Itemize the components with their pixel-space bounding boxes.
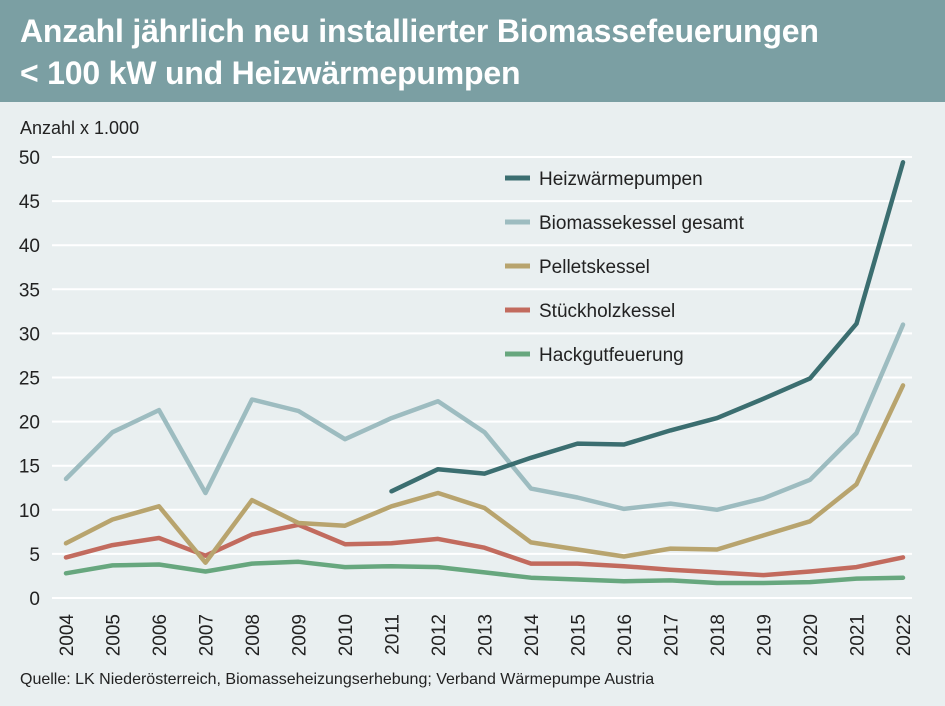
series-line-1 (63, 322, 906, 513)
y-tick-label: 50 (19, 148, 40, 169)
x-tick-label: 2013 (476, 614, 497, 656)
x-tick-label: 2010 (336, 614, 357, 656)
y-tick-label: 10 (19, 501, 40, 522)
y-tick-label: 30 (19, 324, 40, 345)
legend-label: Heizwärmepumpen (539, 169, 703, 190)
y-tick-label: 5 (29, 545, 40, 566)
y-axis-ticks: 0 5 10 15 20 25 30 35 40 45 50 (19, 148, 40, 610)
x-tick-label: 2006 (150, 614, 171, 656)
x-tick-label: 2009 (290, 614, 311, 656)
y-tick-label: 35 (19, 280, 40, 301)
y-tick-label: 15 (19, 457, 40, 478)
source-note: Quelle: LK Niederösterreich, Biomassehei… (20, 671, 655, 688)
x-tick-label: 2018 (708, 614, 729, 656)
x-tick-label: 2020 (801, 614, 822, 656)
x-tick-label: 2004 (57, 614, 78, 657)
x-tick-label: 2015 (569, 614, 590, 656)
legend-label: Hackgutfeuerung (539, 345, 684, 366)
x-tick-label: 2014 (522, 614, 543, 657)
legend-label: Biomassekessel gesamt (539, 213, 745, 234)
y-tick-label: 25 (19, 369, 40, 390)
x-tick-label: 2012 (429, 614, 450, 656)
series-line-0 (389, 160, 906, 494)
y-tick-label: 0 (29, 589, 40, 610)
series-lines (63, 160, 906, 586)
legend-label: Stückholzkessel (539, 301, 675, 322)
y-tick-label: 20 (19, 413, 40, 434)
legend-label: Pelletskessel (539, 257, 650, 278)
x-tick-label: 2007 (197, 614, 218, 656)
x-tick-label: 2011 (383, 614, 404, 655)
chart-title-line-1: Anzahl jährlich neu installierter Biomas… (20, 13, 819, 49)
x-tick-label: 2019 (755, 614, 776, 656)
legend: Heizwärmepumpen Biomassekessel gesamt Pell… (505, 169, 745, 366)
chart-title-line-2: < 100 kW und Heizwärmepumpen (20, 55, 521, 91)
x-tick-label: 2017 (662, 614, 683, 656)
x-tick-label: 2005 (104, 614, 125, 656)
x-tick-label: 2022 (894, 614, 915, 656)
series-line-2 (63, 383, 906, 565)
y-tick-label: 45 (19, 192, 40, 213)
x-tick-label: 2008 (243, 614, 264, 656)
x-tick-label: 2016 (615, 614, 636, 656)
chart-header: Anzahl jährlich neu installierter Biomas… (0, 0, 945, 102)
series-line-3 (63, 522, 906, 578)
x-tick-label: 2021 (848, 614, 869, 656)
x-axis-ticks: 2004 2005 2006 2007 2008 2009 2010 2011 2012 2013… (57, 614, 915, 657)
y-tick-label: 40 (19, 236, 40, 257)
series-line-4 (63, 559, 906, 586)
y-axis-label: Anzahl x 1.000 (20, 118, 139, 138)
